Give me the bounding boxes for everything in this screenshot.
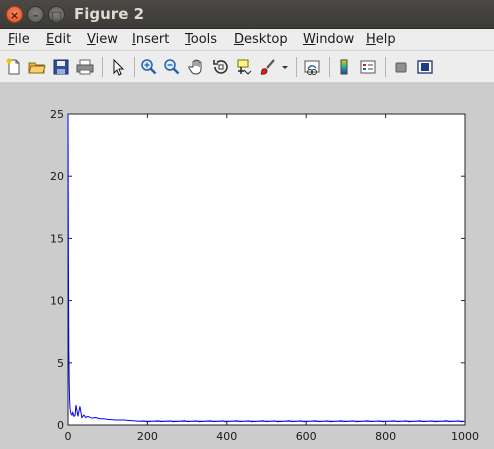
zoom-in-icon[interactable] — [138, 56, 160, 78]
y-tick-label: 0 — [57, 419, 64, 432]
y-tick-label: 20 — [50, 170, 64, 183]
title-bar: × – □ Figure 2 — [0, 0, 494, 29]
menu-view[interactable]: View — [87, 32, 118, 47]
data-cursor-icon[interactable] — [233, 56, 255, 78]
y-tick-label: 15 — [50, 232, 64, 245]
toolbar-separator — [134, 57, 135, 77]
y-tick-label: 5 — [57, 357, 64, 370]
x-tick-label: 600 — [296, 430, 317, 443]
toolbar-separator — [385, 57, 386, 77]
maximize-window-button[interactable]: □ — [48, 6, 65, 23]
print-icon[interactable] — [74, 56, 96, 78]
legend-icon[interactable] — [357, 56, 379, 78]
link-plot-icon[interactable] — [301, 56, 323, 78]
axis-tick-labels: 0 200 400 600 800 1000 0 5 10 15 20 25 — [50, 108, 479, 443]
hide-plot-tools-icon[interactable] — [390, 56, 412, 78]
new-figure-icon[interactable] — [3, 56, 25, 78]
menu-insert[interactable]: Insert — [132, 32, 170, 47]
x-tick-label: 1000 — [451, 430, 479, 443]
menu-file[interactable]: File — [8, 32, 30, 47]
menu-desktop[interactable]: Desktop — [234, 32, 288, 47]
toolbar-separator — [102, 57, 103, 77]
x-tick-label: 800 — [375, 430, 396, 443]
zoom-out-icon[interactable] — [161, 56, 183, 78]
series-noise-0 — [139, 420, 464, 423]
menu-bar: File Edit View Insert Tools Desktop Wind… — [0, 29, 494, 51]
figure-toolbar — [0, 51, 494, 83]
colorbar-icon[interactable] — [333, 56, 355, 78]
select-arrow-icon[interactable] — [107, 56, 129, 78]
brush-dropdown-icon[interactable] — [279, 56, 291, 78]
x-tick-label: 400 — [216, 430, 237, 443]
menu-edit[interactable]: Edit — [46, 32, 72, 47]
x-tick-label: 200 — [137, 430, 158, 443]
minimize-window-button[interactable]: – — [27, 6, 44, 23]
y-tick-label: 25 — [50, 108, 64, 121]
y-tick-label: 10 — [50, 295, 64, 308]
axes-background — [67, 113, 466, 426]
toolbar-separator — [296, 57, 297, 77]
open-file-icon[interactable] — [26, 56, 48, 78]
show-plot-tools-icon[interactable] — [414, 56, 436, 78]
menu-help[interactable]: Help — [366, 32, 396, 47]
brush-icon[interactable] — [257, 56, 279, 78]
menu-tools[interactable]: Tools — [185, 32, 218, 47]
rotate-3d-icon[interactable] — [210, 56, 232, 78]
close-window-button[interactable]: × — [6, 6, 23, 23]
axes-svg: 0 200 400 600 800 1000 0 5 10 15 20 25 — [50, 108, 479, 443]
x-tick-label: 0 — [65, 430, 72, 443]
menu-window[interactable]: Window — [303, 32, 355, 47]
plot-series-layer — [67, 113, 465, 423]
pan-hand-icon[interactable] — [186, 56, 208, 78]
window-title: Figure 2 — [74, 5, 145, 23]
figure-canvas[interactable]: 0 200 400 600 800 1000 0 5 10 15 20 25 — [0, 84, 494, 449]
save-icon[interactable] — [50, 56, 72, 78]
toolbar-separator — [329, 57, 330, 77]
